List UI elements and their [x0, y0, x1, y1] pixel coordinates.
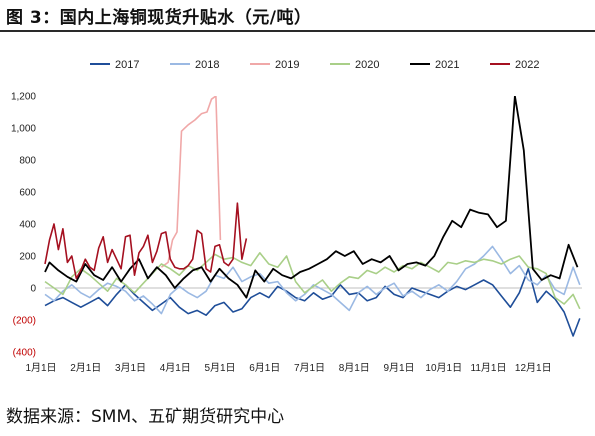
series-line-2021: [44, 96, 579, 299]
legend-label-2019: 2019: [275, 59, 299, 71]
legend-label-2018: 2018: [195, 59, 219, 71]
chart-legend: 2017 2018 2019 2020 2021 2022: [90, 59, 539, 71]
x-tick-label: 11月1日: [471, 362, 507, 374]
figure-source: 数据来源：SMM、五矿期货研究中心: [6, 407, 285, 427]
series-line-2022: [44, 202, 248, 280]
x-tick-label: 6月1日: [249, 362, 280, 374]
title-rule: [0, 30, 595, 32]
y-tick-label: 200: [19, 252, 36, 263]
series-line-2017: [44, 267, 581, 337]
x-tick-label: 4月1日: [160, 362, 191, 374]
x-tick-label: 3月1日: [115, 362, 146, 374]
series-group: [44, 96, 581, 337]
series-line-2020: [44, 252, 581, 310]
x-tick-label: 10月1日: [425, 362, 462, 374]
y-axis: (400) (200) 0 200 400 600 800 1,000 1,200: [11, 92, 582, 359]
y-tick-label: 600: [19, 188, 36, 199]
y-tick-label: (200): [13, 316, 36, 327]
x-axis: 1月1日 2月1日 3月1日 4月1日 5月1日 6月1日 7月1日 8月1日 9月1日 10月1…: [25, 362, 551, 374]
x-tick-label: 1月1日: [25, 362, 56, 374]
x-tick-label: 2月1日: [70, 362, 101, 374]
x-tick-label: 9月1日: [383, 362, 414, 374]
y-tick-label: 1,000: [11, 124, 36, 135]
x-tick-label: 8月1日: [339, 362, 370, 374]
legend-label-2017: 2017: [115, 59, 139, 71]
legend-label-2020: 2020: [355, 59, 379, 71]
y-tick-label: 800: [19, 156, 36, 167]
line-chart: 2017 2018 2019 2020 2021 2022 (400) (200) 0 200 4…: [11, 59, 582, 374]
y-tick-label: 0: [30, 284, 36, 295]
x-tick-label: 5月1日: [204, 362, 235, 374]
series-line-2019: [160, 96, 222, 268]
series-line-2018: [44, 245, 581, 315]
legend-label-2021: 2021: [435, 59, 459, 71]
y-tick-label: (400): [13, 348, 36, 359]
legend-label-2022: 2022: [515, 59, 539, 71]
figure-title: 图 3：国内上海铜现货升贴水（元/吨）: [6, 8, 312, 28]
y-tick-label: 400: [19, 220, 36, 231]
y-tick-label: 1,200: [11, 92, 36, 103]
x-tick-label: 7月1日: [294, 362, 325, 374]
x-tick-label: 12月1日: [515, 362, 552, 374]
